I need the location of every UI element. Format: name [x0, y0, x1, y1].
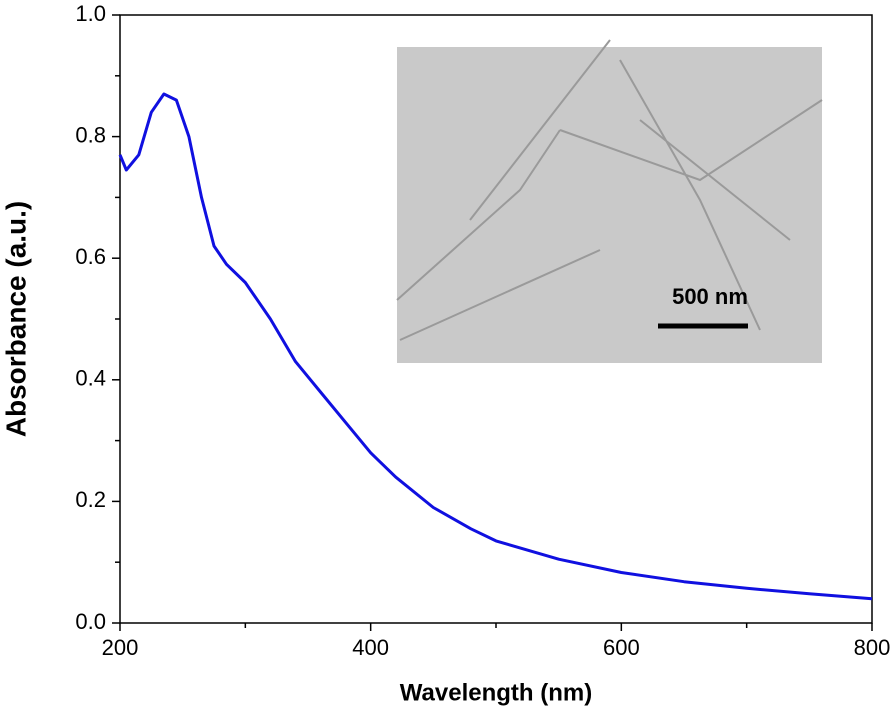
x-tick-label: 200 [102, 635, 139, 660]
y-axis-title: Absorbance (a.u.) [0, 201, 31, 437]
x-tick-label: 400 [352, 635, 389, 660]
image-texture [396, 39, 823, 341]
x-tick-label: 600 [603, 635, 640, 660]
tem-image [397, 47, 822, 363]
y-tick-label: 0.6 [75, 244, 106, 269]
inset-image: 500 nm [396, 39, 823, 363]
y-tick-label: 0.4 [75, 366, 106, 391]
x-axis-title: Wavelength (nm) [400, 679, 592, 706]
y-tick-label: 0.0 [75, 609, 106, 634]
y-tick-label: 1.0 [75, 1, 106, 26]
y-tick-label: 0.2 [75, 487, 106, 512]
spectrum-line [118, 92, 873, 601]
y-tick-label: 0.8 [75, 122, 106, 147]
x-tick-label: 800 [854, 635, 891, 660]
scale-label: 500 nm [672, 284, 748, 309]
